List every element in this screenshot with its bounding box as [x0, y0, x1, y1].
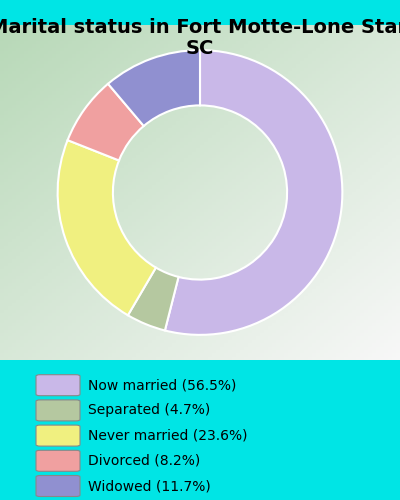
FancyBboxPatch shape [36, 450, 80, 471]
FancyBboxPatch shape [36, 476, 80, 496]
Text: Now married (56.5%): Now married (56.5%) [88, 378, 236, 392]
FancyBboxPatch shape [36, 425, 80, 446]
Text: Widowed (11.7%): Widowed (11.7%) [88, 479, 211, 493]
Text: Marital status in Fort Motte-Lone Star,
SC: Marital status in Fort Motte-Lone Star, … [0, 18, 400, 58]
Text: Divorced (8.2%): Divorced (8.2%) [88, 454, 200, 468]
Wedge shape [108, 50, 200, 126]
Wedge shape [68, 84, 144, 160]
Text: Separated (4.7%): Separated (4.7%) [88, 404, 210, 417]
Wedge shape [165, 50, 342, 335]
FancyBboxPatch shape [36, 400, 80, 421]
Text: Never married (23.6%): Never married (23.6%) [88, 428, 248, 442]
Wedge shape [58, 140, 156, 316]
FancyBboxPatch shape [36, 374, 80, 396]
Wedge shape [128, 268, 178, 330]
